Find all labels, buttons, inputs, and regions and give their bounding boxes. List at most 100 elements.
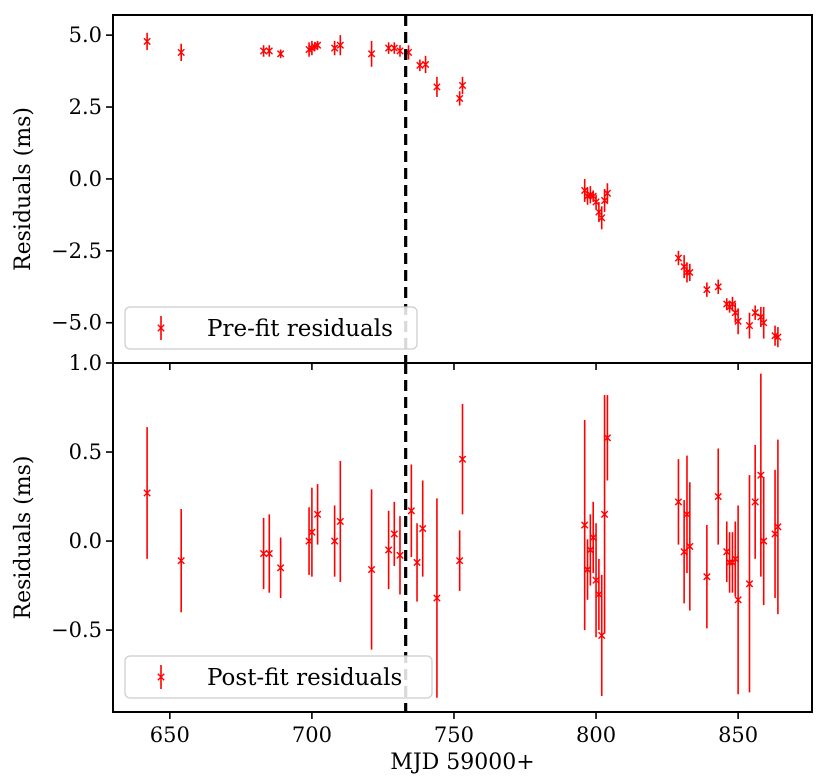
x-marker (674, 498, 683, 506)
data-point (703, 525, 711, 629)
y-tick-label: 1.0 (69, 351, 102, 375)
x-marker (433, 594, 441, 602)
data-point (390, 501, 398, 566)
data-point (143, 427, 151, 559)
data-point (265, 514, 273, 593)
x-marker (603, 434, 612, 442)
data-point (433, 76, 441, 97)
data-point (308, 487, 316, 577)
x-marker (745, 580, 754, 588)
data-point (416, 59, 424, 72)
x-marker (455, 556, 464, 565)
x-marker (143, 489, 151, 497)
data-point (407, 464, 416, 558)
x-marker (413, 558, 421, 567)
data-point (703, 282, 711, 297)
data-point (580, 419, 589, 631)
x-marker (686, 268, 694, 277)
x-marker (751, 498, 759, 506)
x-marker (177, 556, 185, 565)
x-marker (433, 83, 441, 91)
data-point (259, 45, 268, 57)
x-marker (367, 50, 376, 58)
x-marker (760, 319, 768, 327)
x-marker (265, 47, 273, 55)
data-point (419, 480, 427, 577)
x-marker (367, 565, 376, 574)
x-marker (177, 48, 185, 57)
x-marker (390, 530, 398, 538)
data-point (177, 43, 185, 62)
x-marker (390, 44, 398, 52)
x-tick-label: 650 (150, 723, 190, 747)
x-marker (734, 596, 742, 604)
legend: Post-fit residuals (124, 655, 433, 699)
data-point (603, 395, 612, 481)
legend-label: Pre-fit residuals (207, 316, 393, 342)
data-point (367, 489, 376, 650)
data-point (396, 516, 404, 595)
data-point (413, 523, 421, 602)
data-point (276, 49, 285, 59)
y-tick-label: −2.5 (51, 239, 102, 263)
x-tick-label: 800 (576, 723, 616, 747)
x-marker (458, 81, 467, 90)
legend-box (124, 655, 433, 699)
data-point (734, 308, 742, 335)
data-point (390, 42, 398, 54)
x-tick-label: 700 (292, 723, 332, 747)
data-point (458, 76, 467, 95)
x-marker (384, 44, 393, 52)
x-marker (259, 47, 268, 55)
data-point (674, 459, 683, 545)
x-marker (600, 510, 609, 519)
legend-label: Post-fit residuals (207, 665, 402, 691)
y-tick-label: −0.5 (51, 618, 102, 642)
x-marker (745, 321, 754, 330)
x-marker (265, 549, 273, 558)
x-tick-label: 850 (718, 723, 758, 747)
data-point (686, 263, 694, 282)
x-marker (313, 41, 322, 49)
x-marker (674, 254, 683, 262)
data-point (745, 475, 754, 693)
x-marker (580, 521, 589, 529)
x-marker (703, 285, 711, 294)
legend-marker (157, 316, 165, 340)
x-marker (760, 537, 768, 545)
x-marker (774, 523, 782, 531)
y-tick-label: 5.0 (69, 23, 102, 47)
x-marker (396, 47, 404, 55)
data-point (734, 505, 742, 695)
y-tick-label: 0.0 (69, 529, 102, 553)
x-marker (686, 542, 694, 551)
data-point (598, 206, 606, 230)
x-marker (774, 333, 782, 341)
data-point (774, 327, 782, 348)
x-marker (313, 510, 322, 519)
x-marker (703, 572, 711, 581)
data-point (396, 45, 404, 57)
x-marker (330, 44, 339, 52)
data-point (714, 448, 722, 545)
y-axis-label: Residuals (ms) (11, 456, 36, 620)
x-marker (419, 524, 427, 533)
x-marker (143, 37, 151, 46)
postfit-residuals-panel: 1.0 0.5 0.0 −0.5 650 700 750 800 850 Residuals (m… (11, 351, 813, 775)
data-point (433, 498, 441, 698)
x-marker (336, 517, 345, 526)
x-marker (259, 549, 268, 558)
data-point (384, 42, 393, 54)
x-tick-label: 750 (434, 723, 474, 747)
data-point (384, 510, 393, 590)
data-point (674, 250, 683, 266)
data-point (313, 484, 322, 545)
data-point (774, 439, 782, 615)
plot-frame (112, 362, 813, 713)
data-point (714, 279, 722, 294)
x-marker (714, 283, 722, 291)
y-axis-label: Residuals (ms) (11, 107, 36, 271)
data-point (313, 40, 322, 50)
data-point (336, 35, 345, 56)
